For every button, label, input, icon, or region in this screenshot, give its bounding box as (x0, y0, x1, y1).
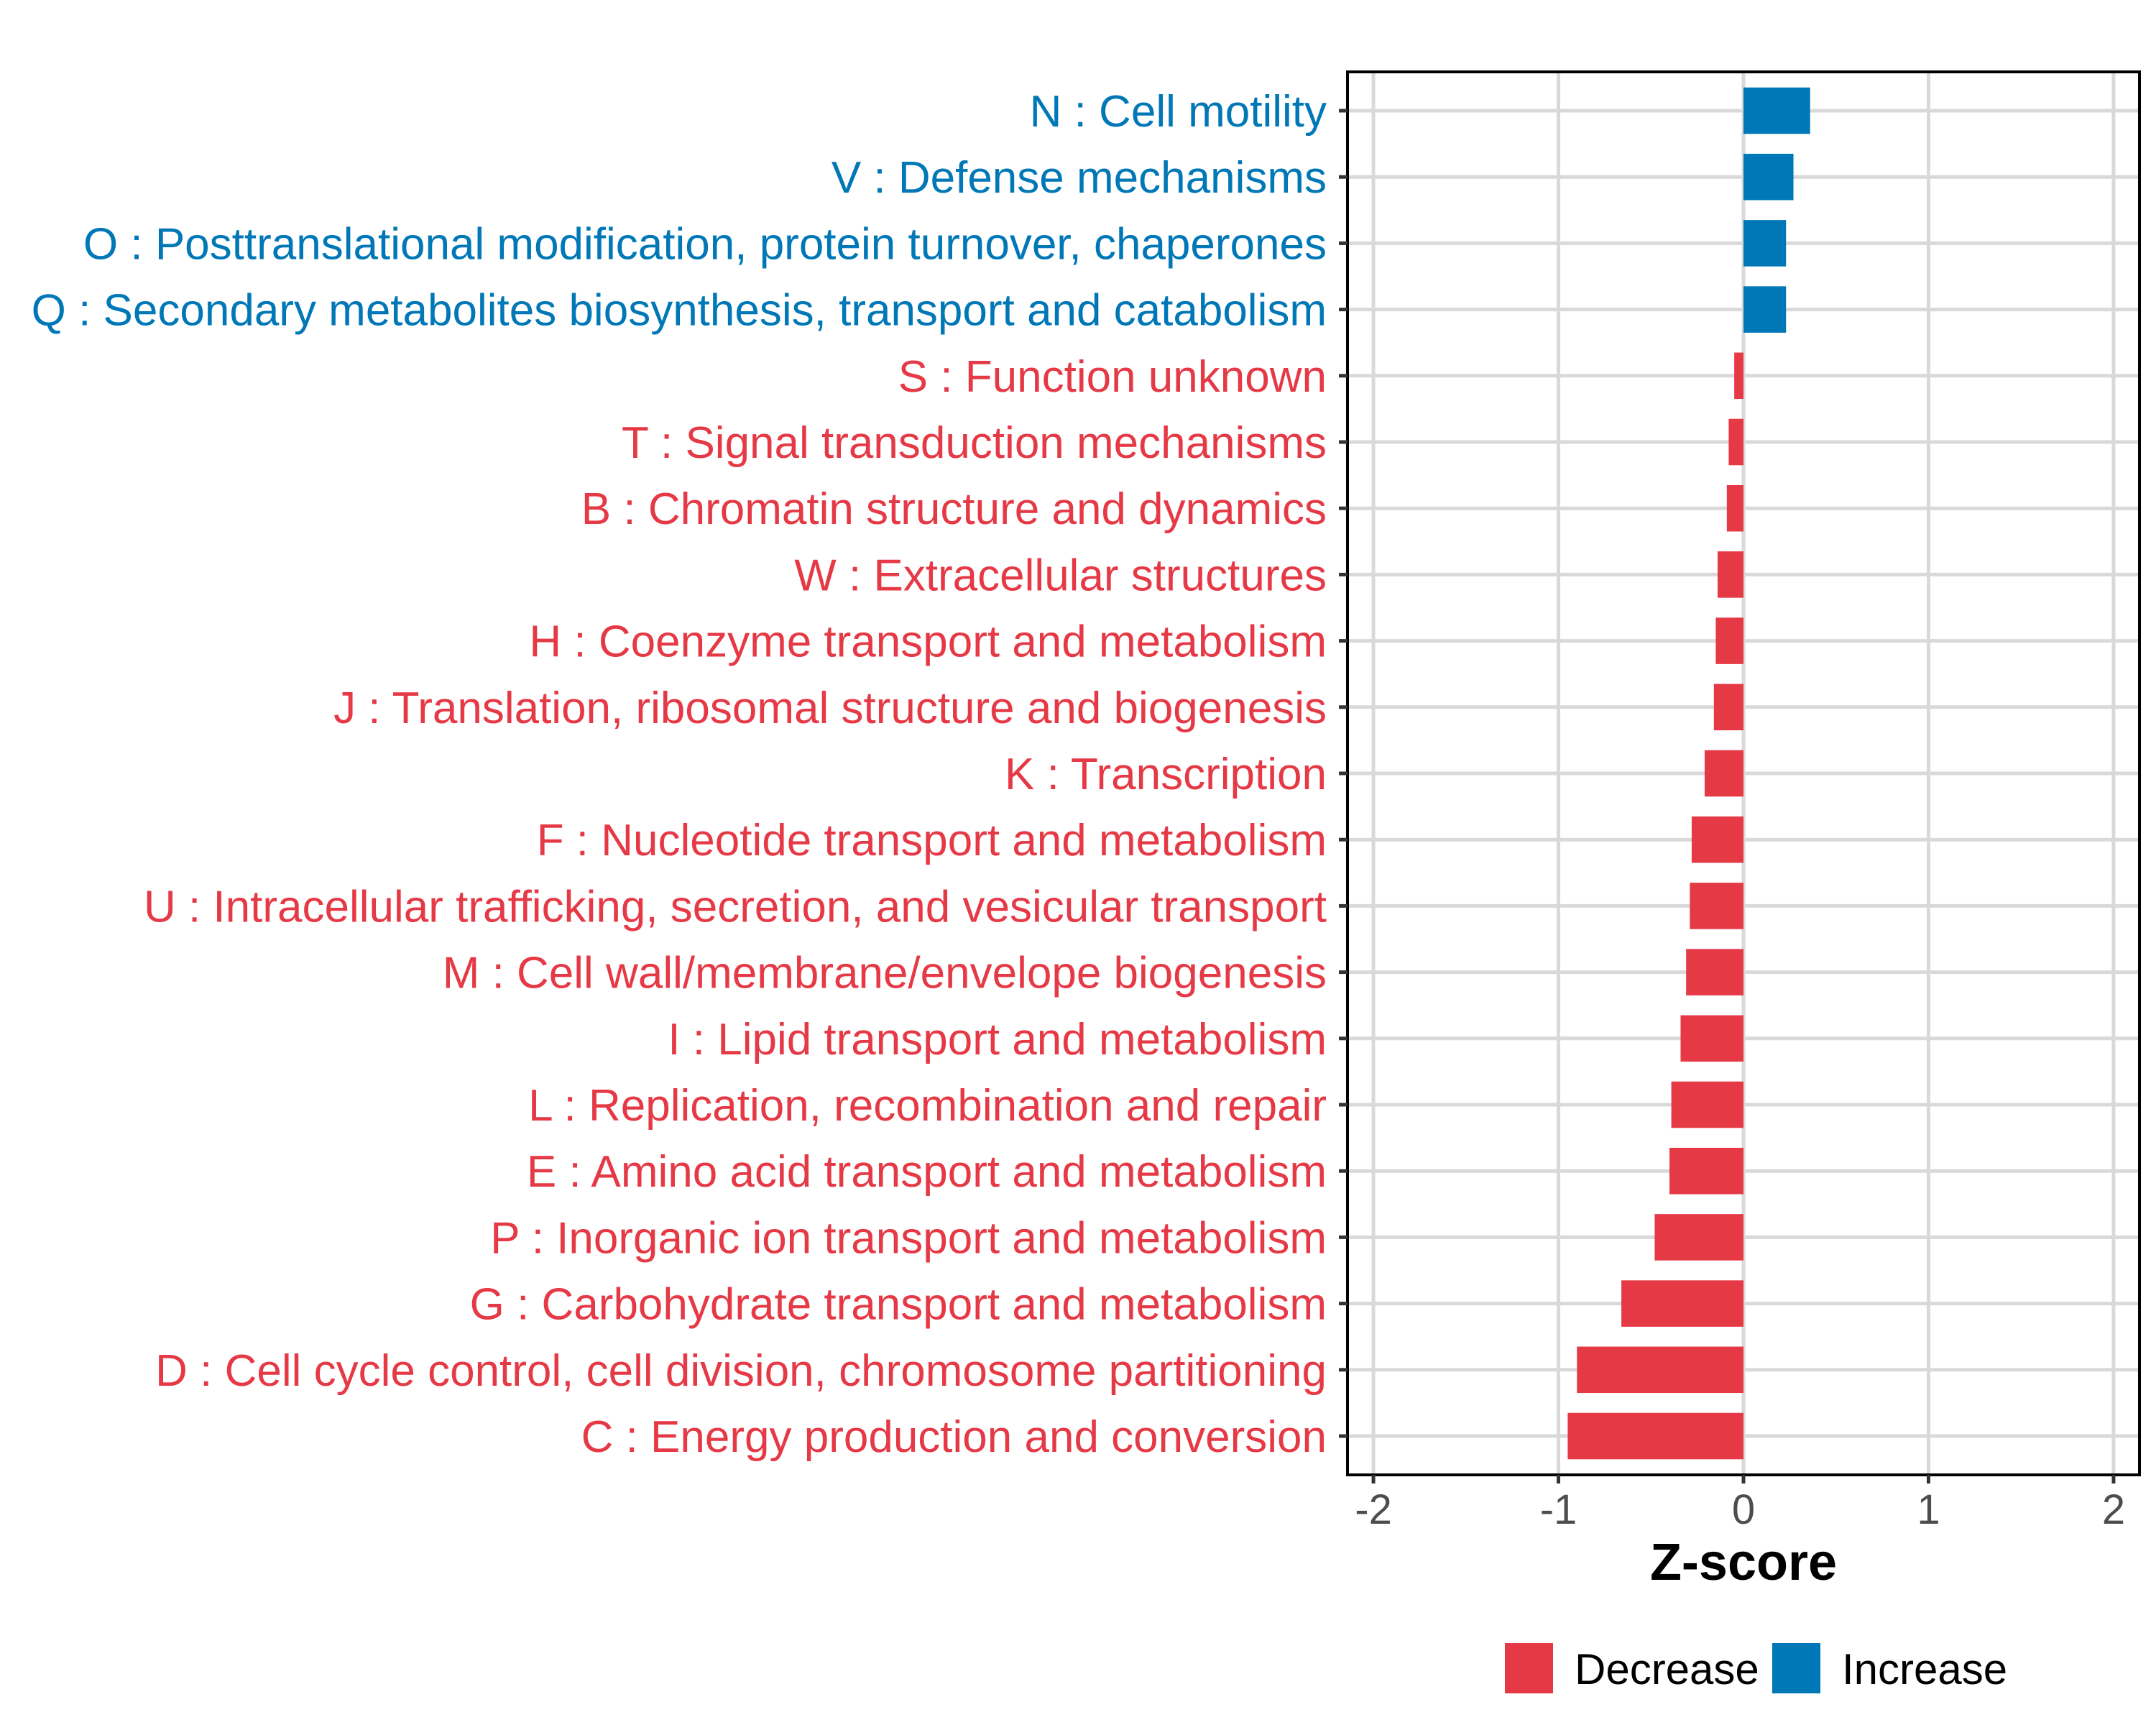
y-category-label: C : Energy production and conversion (581, 1412, 1327, 1462)
bar (1577, 1346, 1743, 1394)
bar (1691, 816, 1743, 863)
bar (1671, 1081, 1743, 1128)
bar (1713, 684, 1743, 731)
y-category-label: B : Chromatin structure and dynamics (581, 484, 1327, 534)
bar (1715, 617, 1743, 664)
y-category-label: Q : Secondary metabolites biosynthesis, … (32, 286, 1327, 336)
y-category-label: L : Replication, recombination and repai… (528, 1081, 1327, 1131)
y-axis-category-labels: N : Cell motility V : Defense mechanisms O… (32, 87, 1327, 1462)
bar (1704, 750, 1743, 797)
y-category-label: S : Function unknown (898, 352, 1327, 402)
y-category-label: K : Transcription (1005, 750, 1327, 799)
y-category-label: N : Cell motility (1030, 87, 1327, 137)
y-category-label: I : Lipid transport and metabolism (668, 1015, 1327, 1064)
x-tick-label: -2 (1355, 1486, 1392, 1533)
x-tick-label: 1 (1917, 1486, 1940, 1533)
bars (1567, 87, 1810, 1460)
legend: Decrease Increase (1505, 1643, 2007, 1693)
bar (1743, 87, 1810, 134)
y-category-label: V : Defense mechanisms (831, 153, 1327, 203)
bar (1567, 1412, 1743, 1460)
bar (1743, 286, 1787, 333)
legend-label-decrease: Decrease (1575, 1645, 1759, 1693)
bar (1743, 220, 1787, 267)
x-tick-label: 2 (2102, 1486, 2125, 1533)
bar (1743, 153, 1794, 201)
y-category-label: M : Cell wall/membrane/envelope biogenes… (443, 949, 1327, 998)
y-axis-ticks (1339, 109, 1348, 1438)
legend-key-decrease (1505, 1643, 1553, 1693)
y-category-label: W : Extracellular structures (794, 551, 1327, 600)
y-category-label: G : Carbohydrate transport and metabolis… (470, 1280, 1327, 1330)
x-tick-label: -1 (1540, 1486, 1577, 1533)
y-category-label: H : Coenzyme transport and metabolism (529, 617, 1327, 667)
bar (1654, 1214, 1743, 1261)
bar (1686, 949, 1743, 995)
y-category-label: T : Signal transduction mechanisms (622, 418, 1327, 468)
x-axis-title: Z-score (1650, 1534, 1837, 1591)
bar (1726, 484, 1743, 532)
y-category-label: F : Nucleotide transport and metabolism (537, 816, 1327, 865)
bar (1669, 1147, 1743, 1195)
x-tick-label: 0 (1732, 1486, 1755, 1533)
bar (1728, 418, 1743, 466)
y-category-label: D : Cell cycle control, cell division, c… (155, 1346, 1327, 1396)
bar (1734, 352, 1743, 400)
bar (1717, 551, 1743, 598)
x-axis-ticks (1371, 1475, 2116, 1484)
y-category-label: J : Translation, ribosomal structure and… (333, 684, 1327, 733)
x-axis-tick-labels: -2 -1 0 1 2 (1355, 1486, 2125, 1533)
y-category-label: U : Intracellular trafficking, secretion… (144, 882, 1327, 932)
bar (1690, 883, 1743, 929)
bar (1621, 1280, 1743, 1327)
y-category-label: O : Posttranslational modification, prot… (83, 219, 1327, 269)
bar (1680, 1015, 1743, 1062)
legend-key-increase (1772, 1643, 1820, 1693)
y-category-label: E : Amino acid transport and metabolism (527, 1147, 1327, 1197)
y-category-label: P : Inorganic ion transport and metaboli… (490, 1213, 1327, 1263)
legend-label-increase: Increase (1842, 1645, 2007, 1693)
